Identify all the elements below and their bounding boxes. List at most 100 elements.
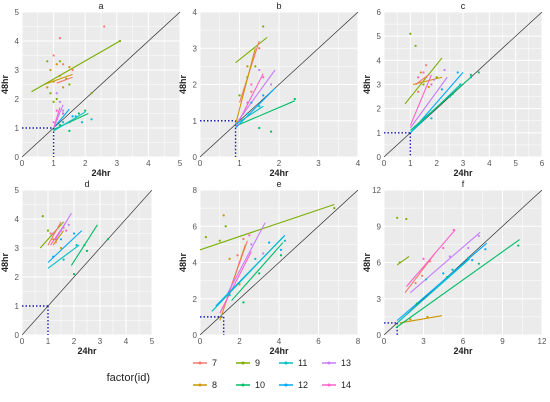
data-point-id-14 — [442, 246, 445, 250]
data-point-id-12 — [72, 232, 76, 235]
legend-item-7: 7 — [193, 358, 217, 368]
legend-item-12: 12 — [279, 380, 308, 390]
x-tick-label: 3 — [421, 337, 426, 346]
data-point-id-14 — [61, 112, 65, 115]
legend-key-point — [284, 361, 288, 365]
y-tick-label: 1 — [377, 129, 382, 138]
x-tick-label: 0 — [198, 337, 203, 346]
panel-a: 0 1 2 3 4 5 0 1 2 3 4 5 24hr 48hr a — [0, 1, 183, 178]
legend-key-point — [241, 361, 245, 365]
data-point-id-10 — [451, 93, 454, 96]
x-tick-label: 5 — [513, 159, 518, 168]
panel-c: 0 1 2 3 4 5 6 0 1 2 3 4 5 6 24hr 48hr c — [362, 1, 545, 178]
x-tick-label: 2 — [434, 159, 439, 168]
data-point-id-10 — [279, 254, 283, 257]
data-point-id-8 — [52, 80, 55, 83]
data-point-id-7 — [58, 37, 62, 40]
data-point-id-8 — [222, 214, 225, 217]
panel-plot-area — [384, 190, 542, 335]
x-tick-label: 4 — [487, 159, 492, 168]
x-tick-label: 4 — [277, 337, 282, 346]
data-point-id-10 — [517, 244, 520, 247]
series-line-id-9 — [200, 203, 335, 251]
data-point-id-11 — [258, 105, 261, 108]
data-point-id-12 — [484, 248, 487, 251]
data-point-id-11 — [467, 256, 470, 259]
y-tick-label: 5 — [15, 186, 20, 195]
data-point-id-10 — [270, 130, 273, 133]
x-tick-label: 1 — [46, 337, 51, 346]
data-point-id-13 — [270, 83, 273, 86]
panel-title: d — [84, 179, 89, 189]
x-tick-label: 0 — [198, 159, 203, 168]
x-tick-label: 0 — [20, 159, 25, 168]
legend-key-point — [198, 361, 202, 365]
series-line-id-12 — [53, 108, 70, 129]
data-point-id-7 — [425, 64, 428, 67]
y-tick-label: 4 — [193, 259, 198, 268]
data-point-id-9 — [41, 215, 44, 218]
panel-f: 0 3 6 9 12 0 3 6 9 12 24hr 48hr f — [362, 179, 547, 356]
data-point-id-8 — [46, 86, 49, 89]
panel-title: a — [98, 1, 103, 11]
legend-key-point — [327, 383, 331, 387]
data-point-id-13 — [467, 246, 470, 250]
data-point-id-10 — [477, 262, 480, 265]
panel-plot-area — [200, 12, 358, 157]
panel-title: b — [276, 1, 281, 11]
y-tick-label: 0 — [15, 331, 20, 340]
data-point-id-11 — [254, 257, 257, 260]
x-tick-label: 8 — [356, 337, 361, 346]
legend-label: 11 — [298, 358, 307, 368]
data-point-id-7 — [250, 90, 253, 93]
series-line-id-10 — [231, 242, 284, 301]
data-point-id-12 — [250, 101, 253, 104]
series-line-id-12 — [396, 242, 488, 321]
data-point-id-9 — [118, 39, 122, 43]
data-point-id-14 — [430, 83, 433, 86]
y-tick-label: 2 — [15, 95, 20, 104]
y-tick-label: 6 — [377, 8, 382, 17]
x-tick-label: 5 — [150, 337, 155, 346]
data-point-id-8 — [427, 85, 430, 89]
data-point-id-13 — [250, 243, 253, 246]
legend-title: factor(id) — [107, 372, 150, 384]
y-tick-label: 3 — [193, 44, 198, 53]
series-line-id-10 — [53, 113, 89, 130]
series-line-id-7 — [56, 76, 73, 84]
data-point-id-9 — [435, 76, 438, 79]
data-point-id-14 — [65, 229, 68, 232]
data-point-id-14 — [52, 121, 55, 124]
data-point-id-8 — [59, 246, 63, 250]
y-axis-title: 48hr — [0, 252, 10, 272]
data-point-id-10 — [469, 73, 472, 76]
y-tick-label: 8 — [193, 186, 198, 195]
data-point-id-9 — [422, 83, 425, 86]
series-line-id-10 — [395, 239, 520, 329]
y-tick-label: 1 — [15, 302, 20, 311]
series-line-id-13 — [227, 222, 266, 294]
data-point-id-12 — [442, 272, 445, 275]
data-point-id-12 — [262, 94, 265, 97]
data-point-id-13 — [55, 92, 58, 95]
data-point-id-7 — [417, 90, 420, 93]
data-point-id-10 — [58, 124, 62, 127]
x-tick-label: 3 — [461, 159, 466, 168]
data-point-id-11 — [425, 278, 428, 281]
series-line-id-9 — [396, 256, 410, 266]
series-line-id-13 — [409, 76, 448, 129]
data-point-id-12 — [52, 255, 55, 258]
x-tick-label: 2 — [72, 337, 77, 346]
panel-d: 0 1 2 3 4 5 0 1 2 3 4 5 24hr 48hr d — [0, 179, 155, 356]
reference-line-y-equals-x — [200, 12, 358, 157]
x-axis-title: 24hr — [453, 168, 473, 178]
y-axis-title: 48hr — [362, 74, 372, 94]
data-point-id-7 — [236, 254, 239, 257]
data-point-id-9 — [68, 83, 71, 86]
y-tick-label: 4 — [377, 56, 382, 65]
legend-label: 9 — [255, 358, 260, 368]
x-tick-label: 1 — [51, 159, 56, 168]
series-line-id-8 — [399, 315, 443, 324]
data-point-id-11 — [62, 258, 65, 261]
